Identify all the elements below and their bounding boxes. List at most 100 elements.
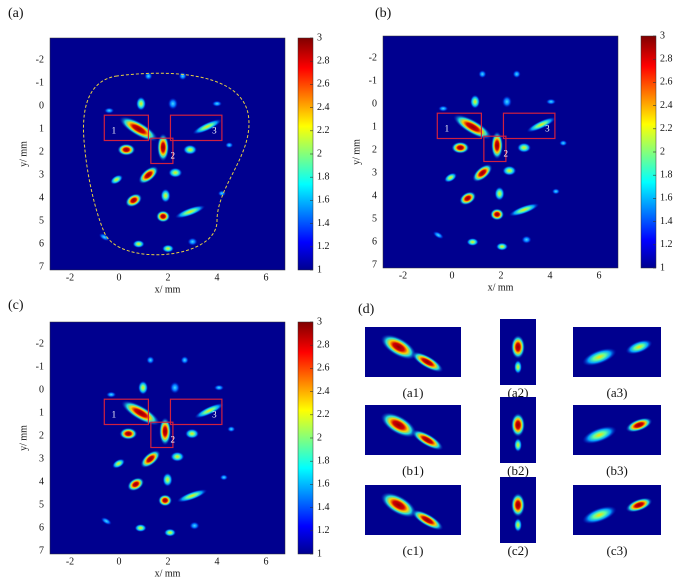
hot-spot [511, 413, 525, 437]
colorbar-tick-label: 1.2 [317, 525, 330, 536]
colorbar-tick-label: 2 [317, 148, 322, 159]
hot-spot [501, 95, 512, 108]
hot-spot [176, 489, 208, 503]
colorbar-tick-label: 1.4 [317, 218, 330, 229]
y-tick-label: 7 [372, 259, 377, 270]
x-tick-label: 4 [548, 270, 553, 281]
hot-spot [214, 384, 224, 391]
x-tick-label: 6 [597, 270, 602, 281]
x-axis-label: x/ mm [155, 568, 181, 579]
hot-spot [453, 114, 492, 140]
hot-spot [514, 360, 522, 374]
colorbar-tick-label: 1.2 [660, 239, 673, 250]
hot-spot [494, 186, 505, 201]
hot-spot [551, 188, 560, 195]
y-axis-label: y/ mm [18, 425, 29, 451]
region-label: 2 [170, 435, 175, 445]
hot-spot [490, 208, 505, 221]
hot-spot [411, 351, 444, 373]
colorbar-tick-label: 3 [317, 32, 322, 43]
x-tick-label: -2 [66, 272, 74, 283]
x-tick-label: 0 [117, 556, 122, 567]
hot-spot [472, 164, 493, 182]
x-tick-label: 4 [215, 556, 220, 567]
crop-label: (a1) [403, 385, 424, 400]
colorbar-tick-label: 1.6 [660, 193, 673, 204]
crop [365, 485, 461, 535]
crop-image [573, 485, 661, 535]
hot-spot [470, 94, 481, 109]
colorbar-tick-label: 1.2 [317, 241, 330, 252]
y-tick-label: 3 [39, 169, 44, 180]
region-box [150, 421, 174, 449]
outline [83, 72, 250, 256]
y-tick-label: 3 [372, 167, 377, 178]
hot-spot [134, 524, 147, 532]
hot-spot [168, 167, 183, 178]
region-label: 1 [445, 123, 450, 133]
region-box [169, 114, 223, 142]
x-tick-label: 4 [215, 272, 220, 283]
crop-label: (b1) [402, 463, 424, 478]
x-axis-label: x/ mm [155, 284, 181, 295]
colorbar-tick-label: 2.6 [660, 77, 673, 88]
colorbar-tick-label: 2.4 [660, 100, 673, 111]
hot-spot [159, 417, 172, 446]
hot-spot [546, 98, 556, 105]
hot-spot [514, 438, 522, 452]
region-label: 3 [212, 409, 217, 419]
crop-label: (a3) [607, 385, 628, 400]
region-box [103, 114, 150, 142]
hot-spot [227, 426, 236, 433]
colorbar-tick-label: 2.8 [660, 53, 673, 64]
hot-spot [112, 458, 125, 469]
hot-spot [189, 521, 200, 530]
hot-spot [478, 70, 487, 79]
hot-spot [160, 188, 171, 203]
hot-spot [158, 494, 173, 507]
panel-label: (d) [358, 302, 375, 317]
hot-spot [582, 505, 617, 525]
hot-spot [174, 205, 206, 219]
hot-spot [180, 356, 189, 365]
hot-spot [219, 474, 228, 481]
region-box [502, 112, 556, 140]
y-tick-label: 0 [39, 384, 44, 395]
hot-spot [625, 497, 653, 513]
colorbar-tick-label: 1 [317, 548, 322, 559]
y-tick-label: 7 [39, 545, 44, 556]
hot-spot [140, 450, 161, 468]
crop-label: (b3) [606, 463, 628, 478]
colorbar-tick-label: 1.8 [317, 171, 330, 182]
colorbar-tick-label: 2.2 [317, 125, 330, 136]
hot-spot [496, 242, 508, 251]
region-label: 3 [212, 125, 217, 135]
colorbar-tick-label: 1.6 [317, 479, 330, 490]
y-tick-label: 6 [372, 236, 377, 247]
hot-spot [117, 143, 136, 156]
colorbar-tick-label: 2.6 [317, 79, 330, 90]
crop-label: (b2) [507, 463, 529, 478]
hot-spot [146, 356, 155, 365]
y-tick-label: 0 [372, 98, 377, 109]
y-tick-label: -1 [36, 77, 44, 88]
hot-spot [100, 517, 112, 526]
region-box [436, 112, 482, 140]
hot-spot [132, 240, 145, 248]
y-tick-label: -2 [369, 52, 377, 63]
hot-spot [157, 133, 170, 162]
colorbar-tick-label: 2.6 [317, 363, 330, 374]
hot-spot [194, 403, 224, 419]
region-label: 2 [503, 149, 508, 159]
crop [573, 485, 661, 535]
hot-spot [517, 142, 532, 153]
crop [500, 397, 536, 463]
hot-spot [411, 509, 444, 531]
hot-spot [167, 97, 178, 110]
colorbar-tick-label: 2.2 [660, 123, 673, 134]
crop-label: (c1) [403, 543, 424, 558]
region-box [103, 398, 150, 426]
hot-spot [514, 518, 522, 532]
hot-spot [491, 131, 504, 160]
